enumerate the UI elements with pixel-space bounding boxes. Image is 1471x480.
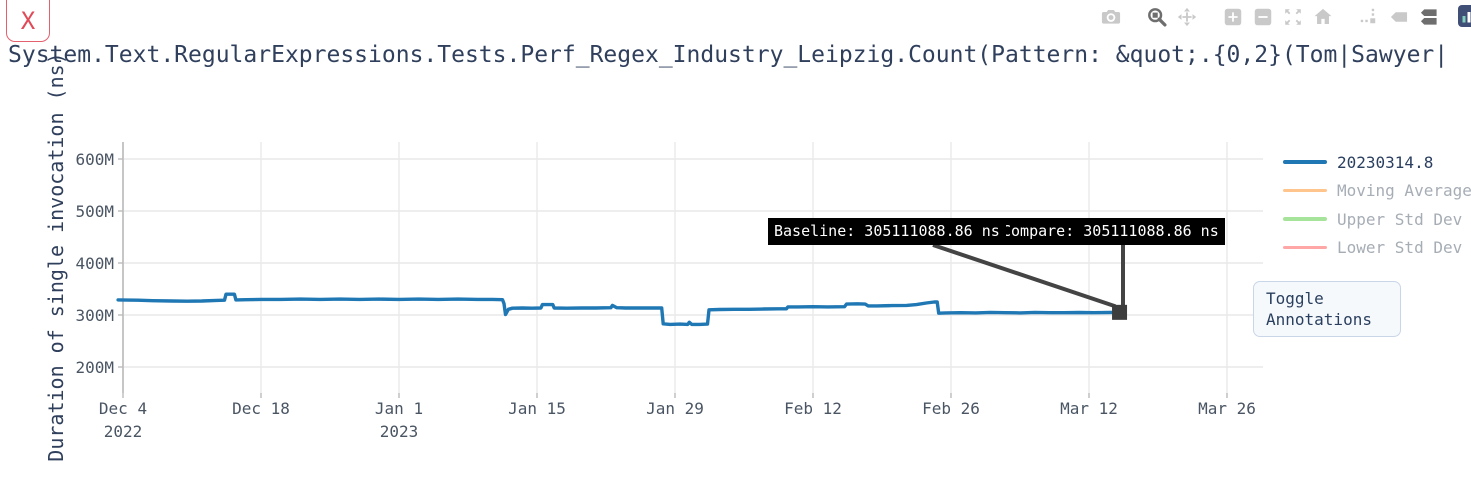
- x-tick-label: Jan 1: [375, 399, 423, 418]
- x-tick-label: Jan 29: [646, 399, 704, 418]
- legend-item-20230314-8[interactable]: 20230314.8: [1283, 150, 1471, 174]
- zoom-in-icon[interactable]: [1218, 4, 1248, 30]
- legend-label: Moving Average: [1337, 181, 1471, 200]
- y-tick-label: 400M: [75, 254, 114, 273]
- legend-line-sample: [1283, 188, 1327, 193]
- legend-item-moving-average[interactable]: Moving Average: [1283, 179, 1471, 203]
- y-tick-label: 300M: [75, 306, 114, 325]
- annotation-target-marker: [1112, 304, 1128, 320]
- x-tick-label: Dec 18: [232, 399, 290, 418]
- x-tick-label: Feb 26: [922, 399, 980, 418]
- y-tick-label: 200M: [75, 358, 114, 377]
- plotly-logo-icon[interactable]: [1458, 5, 1471, 29]
- x-year-label: 2023: [380, 422, 419, 441]
- legend-line-sample: [1283, 245, 1327, 250]
- x-tick-label: Jan 15: [508, 399, 566, 418]
- x-tick-label: Dec 4: [99, 399, 147, 418]
- spikelines-icon[interactable]: [1354, 4, 1384, 30]
- y-tick-label: 500M: [75, 202, 114, 221]
- modebar-group: [1142, 4, 1202, 30]
- legend-line-sample: [1283, 217, 1327, 221]
- x-tick-label: Feb 12: [784, 399, 842, 418]
- legend-line-sample: [1283, 160, 1327, 164]
- legend-label: 20230314.8: [1337, 152, 1434, 172]
- zoom-out-icon[interactable]: [1248, 4, 1278, 30]
- legend-label: Upper Std Dev: [1337, 209, 1463, 229]
- legend-label: Lower Std Dev: [1337, 238, 1463, 257]
- chart-legend: 20230314.8 Moving Average Upper Std Dev Low…: [1283, 150, 1471, 264]
- autoscale-icon[interactable]: [1278, 4, 1308, 30]
- series-line-20230314: [116, 292, 1122, 327]
- pan-icon[interactable]: [1172, 4, 1202, 30]
- hover-closest-icon[interactable]: [1384, 4, 1414, 30]
- legend-item-lower-std-dev[interactable]: Lower Std Dev: [1283, 236, 1471, 260]
- modebar-group: [1096, 4, 1126, 30]
- legend-item-upper-std-dev[interactable]: Upper Std Dev: [1283, 207, 1471, 231]
- x-tick-label: Mar 12: [1060, 399, 1118, 418]
- x-year-label: 2022: [104, 422, 143, 441]
- plotly-modebar: [1080, 3, 1471, 31]
- toggle-annotations-button[interactable]: Toggle Annotations: [1253, 281, 1401, 337]
- close-button-label: X: [20, 7, 36, 35]
- zoom-icon[interactable]: [1142, 4, 1172, 30]
- annotation-compare: Compare: 305111088.86 ns: [996, 218, 1225, 245]
- hover-compare-icon[interactable]: [1414, 4, 1444, 30]
- reset-home-icon[interactable]: [1308, 4, 1338, 30]
- y-tick-label: 600M: [75, 150, 114, 169]
- annotation-arrow-baseline: [932, 243, 1117, 309]
- camera-icon[interactable]: [1096, 4, 1126, 30]
- x-tick-label: Mar 26: [1198, 399, 1256, 418]
- chart-title: System.Text.RegularExpressions.Tests.Per…: [8, 42, 1449, 68]
- toggle-annotations-label: Toggle Annotations: [1266, 289, 1372, 329]
- close-button[interactable]: X: [6, 0, 50, 42]
- modebar-group: [1354, 4, 1444, 30]
- modebar-group: [1218, 4, 1338, 30]
- annotation-baseline: Baseline: 305111088.86 ns: [768, 218, 1006, 245]
- y-axis-title: Duration of single invocation (ns): [44, 52, 68, 462]
